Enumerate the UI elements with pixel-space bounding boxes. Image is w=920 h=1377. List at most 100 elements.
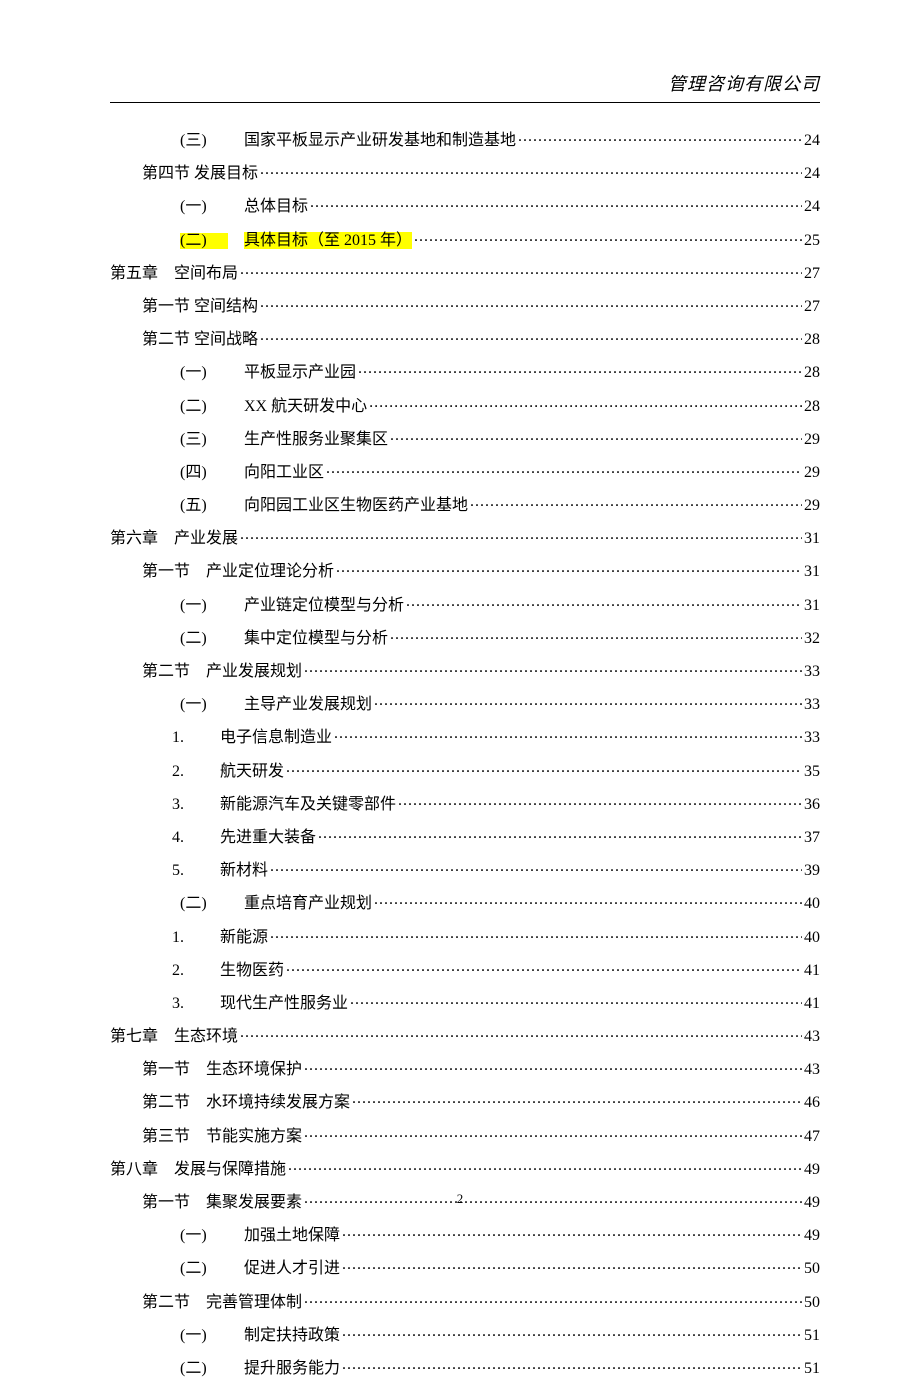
toc-entry-page: 31 [804, 598, 820, 614]
toc-entry-title: 生态环境保护 [206, 1061, 302, 1078]
page-header-company: 管理咨询有限公司 [110, 70, 820, 96]
toc-entry-page: 27 [804, 299, 820, 315]
toc-entry-page: 37 [804, 830, 820, 846]
toc-entry: 2. 生物医药 41 [110, 959, 820, 979]
toc-entry: (二) XX 航天研发中心28 [110, 395, 820, 415]
toc-dot-leader [369, 395, 802, 411]
toc-dot-leader [352, 1091, 802, 1107]
toc-dot-leader [288, 1158, 802, 1174]
toc-entry-page: 31 [804, 564, 820, 580]
toc-dot-leader [342, 1224, 802, 1240]
toc-entry-marker: 3. [172, 996, 204, 1012]
toc-entry-label: 第三节 节能实施方案 [142, 1129, 302, 1145]
toc-entry-label: 第二节 产业发展规划 [142, 664, 302, 680]
toc-entry: 2. 航天研发35 [110, 760, 820, 780]
toc-dot-leader [406, 594, 802, 610]
toc-entry-page: 41 [804, 996, 820, 1012]
toc-entry-page: 40 [804, 930, 820, 946]
toc-entry-marker: 第七章 [110, 1028, 158, 1045]
toc-dot-leader [414, 229, 802, 245]
toc-entry-title: 重点培育产业规划 [244, 895, 372, 912]
toc-entry-title: 平板显示产业园 [244, 364, 356, 381]
toc-entry-page: 39 [804, 863, 820, 879]
toc-dot-leader [304, 1058, 802, 1074]
toc-entry-title: 新材料 [220, 862, 268, 879]
toc-entry: 第二节 产业发展规划33 [110, 660, 820, 680]
toc-entry-marker: (一) [180, 1228, 228, 1244]
toc-entry-label: (一) 平板显示产业园 [180, 365, 356, 381]
toc-entry-marker: (二) [180, 631, 228, 647]
toc-dot-leader [342, 1257, 802, 1273]
toc-entry-marker: (五) [180, 498, 228, 514]
toc-entry-title: 具体目标（至 2015 年） [244, 232, 412, 249]
toc-entry: (二) 促进人才引进50 [110, 1257, 820, 1277]
toc-entry-page: 41 [804, 963, 820, 979]
toc-entry-page: 43 [804, 1062, 820, 1078]
toc-dot-leader [240, 1025, 802, 1041]
toc-entry-label: (四) 向阳工业区 [180, 465, 324, 481]
toc-entry-marker: 2. [172, 764, 204, 780]
toc-entry-marker: 2. [172, 963, 204, 979]
toc-dot-leader [286, 760, 802, 776]
toc-entry-label: (一) 主导产业发展规划 [180, 697, 372, 713]
toc-entry-marker: (一) [180, 199, 228, 215]
toc-entry-title: 发展目标 [194, 165, 258, 182]
toc-entry-page: 24 [804, 133, 820, 149]
toc-entry-label: 第一节 产业定位理论分析 [142, 564, 334, 580]
toc-entry-title: 新能源 [220, 929, 268, 946]
toc-entry-label: 1. 新能源 [172, 930, 268, 946]
toc-dot-leader [260, 295, 802, 311]
toc-dot-leader [518, 129, 802, 145]
toc-entry-label: 第一节 空间结构 [142, 299, 258, 315]
toc-entry-marker: 第二节 [142, 331, 190, 348]
toc-entry-title: 生物医药 [220, 962, 284, 979]
toc-entry-page: 51 [804, 1361, 820, 1377]
toc-entry-label: 3. 现代生产性服务业 [172, 996, 348, 1012]
toc-entry-label: (一) 产业链定位模型与分析 [180, 598, 404, 614]
toc-dot-leader [260, 162, 802, 178]
toc-entry-page: 32 [804, 631, 820, 647]
toc-entry-page: 33 [804, 697, 820, 713]
toc-entry: (三) 生产性服务业聚集区29 [110, 428, 820, 448]
toc-entry-title: 产业发展规划 [206, 663, 302, 680]
toc-entry-label: 4. 先进重大装备 [172, 830, 316, 846]
toc-entry-page: 43 [804, 1029, 820, 1045]
toc-entry: 第一节 空间结构 27 [110, 295, 820, 315]
toc-entry: (二) 具体目标（至 2015 年）25 [110, 229, 820, 249]
toc-entry: 1. 新能源 40 [110, 926, 820, 946]
toc-entry-marker: 第一节 [142, 563, 190, 580]
toc-entry-page: 50 [804, 1295, 820, 1311]
toc-entry-marker: 第四节 [142, 165, 190, 182]
toc-entry-title: 先进重大装备 [220, 829, 316, 846]
toc-entry-marker: 第二节 [142, 663, 190, 680]
toc-dot-leader [270, 926, 802, 942]
toc-dot-leader [358, 361, 802, 377]
toc-dot-leader [304, 660, 802, 676]
toc-entry: 第五章 空间布局27 [110, 262, 820, 282]
toc-entry-page: 28 [804, 365, 820, 381]
toc-entry-marker: (一) [180, 697, 228, 713]
toc-entry: 3. 新能源汽车及关键零部件36 [110, 793, 820, 813]
toc-entry-title: XX 航天研发中心 [244, 398, 367, 415]
toc-entry: (一) 产业链定位模型与分析 31 [110, 594, 820, 614]
toc-dot-leader [470, 494, 802, 510]
toc-dot-leader [390, 428, 802, 444]
toc-entry-title: 空间布局 [174, 265, 238, 282]
toc-entry: 第二节 水环境持续发展方案46 [110, 1091, 820, 1111]
toc-entry-page: 28 [804, 332, 820, 348]
toc-entry-marker: (一) [180, 598, 228, 614]
toc-entry: (一) 平板显示产业园 28 [110, 361, 820, 381]
toc-entry-page: 40 [804, 896, 820, 912]
toc-entry-marker: (二) [180, 399, 228, 415]
toc-entry: 3. 现代生产性服务业 41 [110, 992, 820, 1012]
toc-entry-label: (一) 总体目标 [180, 199, 308, 215]
toc-entry: 1. 电子信息制造业33 [110, 726, 820, 746]
toc-entry-title: 发展与保障措施 [174, 1161, 286, 1178]
toc-entry-label: (三) 生产性服务业聚集区 [180, 432, 388, 448]
toc-entry-label: 3. 新能源汽车及关键零部件 [172, 797, 396, 813]
toc-entry-label: 5. 新材料 [172, 863, 268, 879]
toc-entry-label: (二) 促进人才引进 [180, 1261, 340, 1277]
toc-dot-leader [342, 1324, 802, 1340]
toc-entry-label: (二) 集中定位模型与分析 [180, 631, 388, 647]
toc-entry-label: (二) 重点培育产业规划 [180, 896, 372, 912]
